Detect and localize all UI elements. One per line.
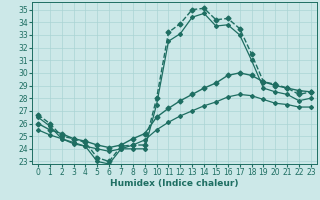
X-axis label: Humidex (Indice chaleur): Humidex (Indice chaleur)	[110, 179, 239, 188]
